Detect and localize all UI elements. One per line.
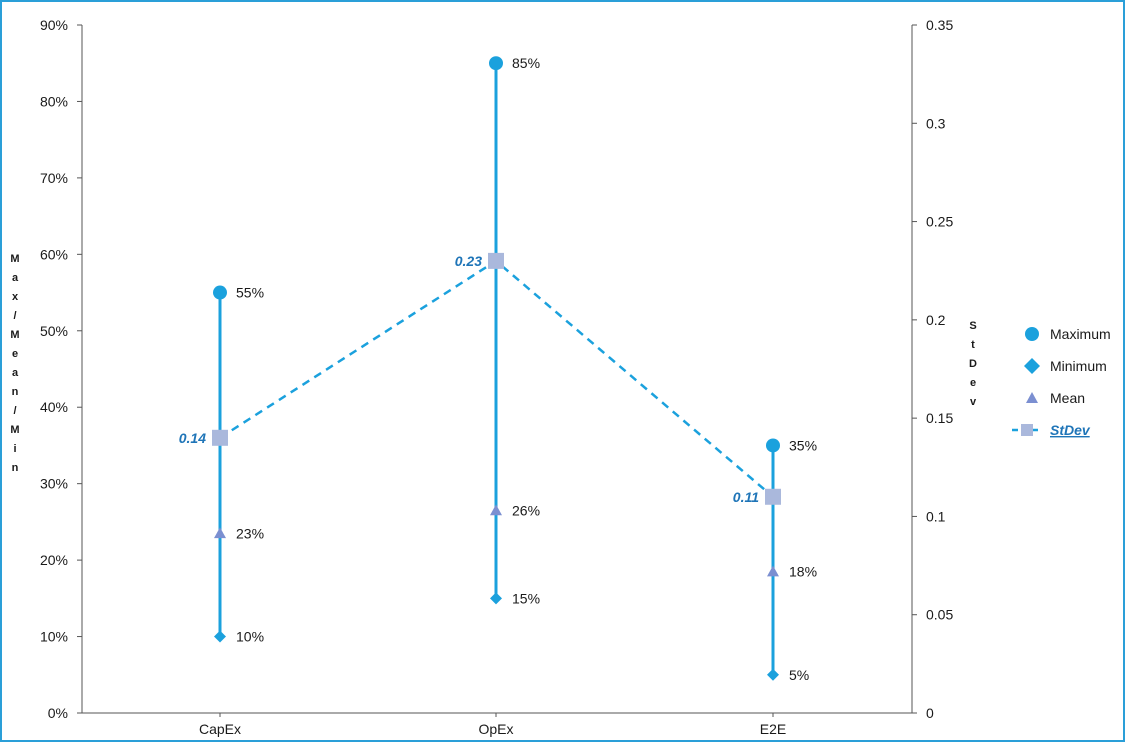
- right-axis-title-char: S: [969, 320, 976, 332]
- mean-point: [490, 504, 502, 516]
- mean-data-label: 18%: [789, 564, 817, 580]
- legend-mean-icon: [1026, 392, 1038, 403]
- right-tick-label: 0.1: [926, 508, 946, 524]
- left-axis-title-char: a: [12, 367, 19, 379]
- stdev-data-label: 0.14: [179, 430, 206, 446]
- legend-minimum-label: Minimum: [1050, 358, 1107, 374]
- stdev-point: [212, 429, 228, 446]
- left-tick-label: 50%: [40, 323, 68, 339]
- left-axis-title-char: M: [10, 329, 19, 341]
- left-tick-label: 30%: [40, 476, 68, 492]
- left-tick-label: 10%: [40, 629, 68, 645]
- left-axis-title-char: /: [13, 310, 16, 322]
- right-tick-label: 0.2: [926, 312, 946, 328]
- mean-point: [767, 565, 779, 577]
- mean-data-label: 23%: [236, 525, 264, 541]
- x-tick-label: CapEx: [199, 721, 241, 737]
- left-tick-label: 60%: [40, 246, 68, 262]
- right-axis-title-char: e: [970, 377, 976, 389]
- legend-stdev-icon: [1021, 424, 1033, 436]
- stdev-point: [765, 488, 781, 505]
- minimum-data-label: 5%: [789, 667, 809, 683]
- legend-maximum-icon: [1025, 327, 1039, 341]
- left-axis-title-char: i: [13, 443, 16, 455]
- right-axis-title-char: D: [969, 358, 977, 370]
- stdev-data-label: 0.23: [455, 253, 482, 269]
- right-tick-label: 0.05: [926, 607, 953, 623]
- legend-mean-label: Mean: [1050, 390, 1085, 406]
- right-tick-label: 0.35: [926, 17, 953, 33]
- minimum-point: [214, 630, 226, 643]
- minimum-data-label: 15%: [512, 590, 540, 606]
- right-tick-label: 0.25: [926, 214, 953, 230]
- left-axis-title-char: a: [12, 272, 19, 284]
- left-axis-title-char: M: [10, 253, 19, 265]
- maximum-data-label: 55%: [236, 285, 264, 301]
- left-axis-title-char: n: [12, 462, 19, 474]
- left-axis-title-char: x: [12, 291, 19, 303]
- minimum-data-label: 10%: [236, 629, 264, 645]
- left-tick-label: 40%: [40, 399, 68, 415]
- maximum-data-label: 85%: [512, 55, 540, 71]
- right-tick-label: 0.15: [926, 410, 953, 426]
- legend-minimum-icon: [1024, 358, 1040, 374]
- right-tick-label: 0.3: [926, 115, 946, 131]
- right-axis-title-char: t: [971, 339, 975, 351]
- left-axis-title-char: n: [12, 386, 19, 398]
- right-axis-title-char: v: [970, 396, 977, 408]
- right-tick-label: 0: [926, 705, 934, 721]
- maximum-point: [766, 438, 780, 453]
- x-tick-label: OpEx: [478, 721, 513, 737]
- legend-stdev-label: StDev: [1050, 422, 1091, 438]
- left-tick-label: 70%: [40, 170, 68, 186]
- left-tick-label: 20%: [40, 552, 68, 568]
- left-tick-label: 80%: [40, 93, 68, 109]
- left-tick-label: 90%: [40, 17, 68, 33]
- minimum-point: [490, 592, 502, 605]
- minimum-point: [767, 668, 779, 681]
- x-tick-label: E2E: [760, 721, 786, 737]
- maximum-point: [489, 56, 503, 71]
- maximum-point: [213, 285, 227, 300]
- left-axis-title-char: e: [12, 348, 18, 360]
- mean-data-label: 26%: [512, 502, 540, 518]
- legend-maximum-label: Maximum: [1050, 326, 1111, 342]
- stdev-point: [488, 252, 504, 269]
- maximum-data-label: 35%: [789, 437, 817, 453]
- left-tick-label: 0%: [48, 705, 68, 721]
- left-axis-title-char: /: [13, 405, 16, 417]
- left-axis-title-char: M: [10, 424, 19, 436]
- mean-point: [214, 527, 226, 539]
- stdev-data-label: 0.11: [733, 489, 759, 505]
